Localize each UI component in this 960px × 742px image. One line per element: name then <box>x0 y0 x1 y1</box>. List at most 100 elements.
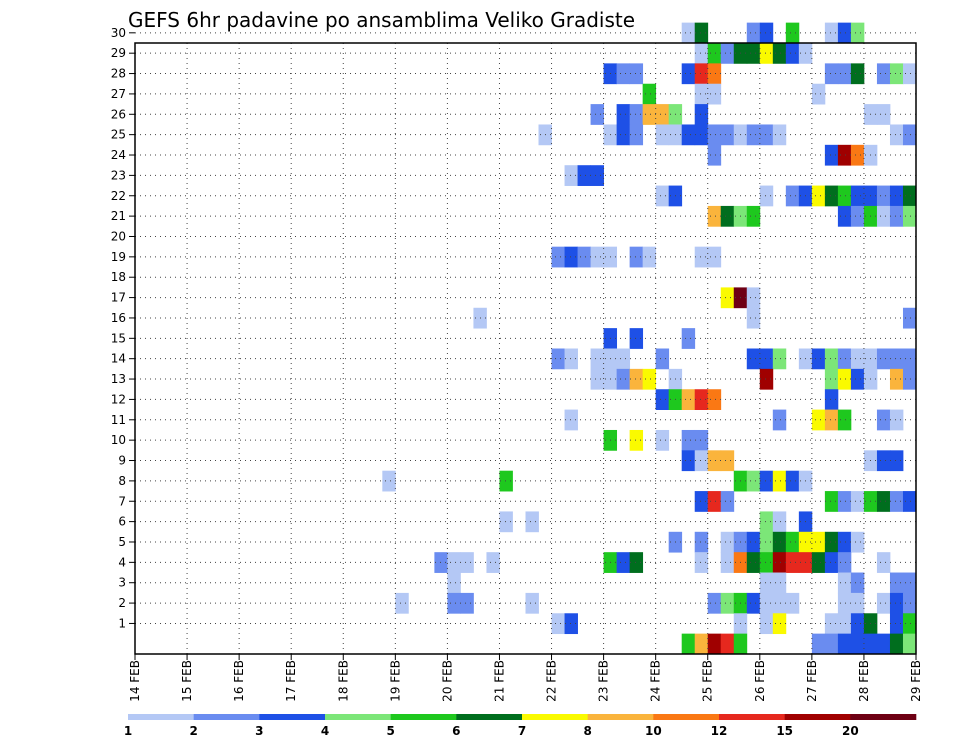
y-tick-label: 12 <box>111 392 126 406</box>
heatmap-cell-m28-t54 <box>837 63 852 85</box>
heatmap-cell-m22-t55 <box>850 185 865 207</box>
heatmap-cell-m14-t53 <box>824 348 839 370</box>
heatmap-cell-m30-t42 <box>681 22 696 44</box>
heatmap-cell-m2-t24 <box>447 592 461 614</box>
legend-label: 3 <box>255 724 263 738</box>
x-tick-label: 24 FEB <box>649 660 663 702</box>
x-tick-label: 20 FEB <box>440 660 454 702</box>
heatmap-cell-m24-t53 <box>824 144 839 166</box>
heatmap-cell-m4-t52 <box>811 552 826 573</box>
heatmap-cell-m13-t38 <box>629 368 644 390</box>
heatmap-cell-m29-t48 <box>759 43 774 64</box>
heatmap-cell-m28-t44 <box>707 63 722 85</box>
heatmap-cell-m27-t52 <box>811 83 826 105</box>
heatmap-cell-m8-t50 <box>785 470 800 492</box>
x-tick-label: 16 FEB <box>232 660 246 702</box>
heatmap-cell-m4-t48 <box>759 552 774 573</box>
heatmap-cell-m14-t40 <box>655 348 670 370</box>
heatmap-cell-m22-t40 <box>655 185 670 207</box>
heatmap-cell-m8-t49 <box>772 470 787 492</box>
heatmap-cell-m1-t33 <box>564 613 578 635</box>
heatmap-cell-m26-t35 <box>590 104 604 125</box>
legend-label: 8 <box>583 724 591 738</box>
legend-label: 6 <box>452 724 460 738</box>
y-tick-label: 8 <box>118 474 126 488</box>
heatmap-cell-m7-t57 <box>876 491 891 512</box>
x-tick-label: 18 FEB <box>336 660 350 702</box>
y-tick-label: 16 <box>111 311 126 325</box>
heatmap-cell-m1-t48 <box>759 613 774 635</box>
heatmap-cell-m14-t55 <box>850 348 865 370</box>
y-tick-label: 1 <box>118 616 126 630</box>
heatmap-cell-m0-t52 <box>811 633 826 655</box>
heatmap-cell-m21-t55 <box>850 205 865 227</box>
heatmap-cell-m14-t49 <box>772 348 787 370</box>
color-legend: 1 2 3 4 5 6 7 8 10 12 15 20 <box>124 714 917 738</box>
heatmap-cell-m11-t33 <box>564 409 578 431</box>
legend-label: 20 <box>842 724 859 738</box>
heatmap-cell-m1-t58 <box>889 613 904 635</box>
heatmap-cell-m13-t53 <box>824 368 839 390</box>
x-tick-label: 17 FEB <box>284 660 298 702</box>
y-tick-label: 22 <box>111 189 126 203</box>
heatmap-cell-m21-t58 <box>889 205 904 227</box>
heatmap-cell-m8-t47 <box>746 470 761 492</box>
heatmap-cell-m7-t53 <box>824 491 839 512</box>
grid-lines <box>135 32 916 654</box>
heatmap-cell-m4-t47 <box>746 552 761 573</box>
heatmap-cell-m27-t44 <box>707 83 722 105</box>
heatmap-cell-m28-t43 <box>694 63 709 85</box>
y-tick-label: 9 <box>118 454 126 468</box>
heatmap-cell-m2-t50 <box>785 592 800 614</box>
heatmap-cell-m26-t37 <box>616 104 631 125</box>
heatmap-cell-m9-t45 <box>720 450 735 472</box>
heatmap-cell-m11-t54 <box>837 409 852 431</box>
legend-label: 12 <box>711 724 728 738</box>
heatmap-cell-m25-t45 <box>720 124 735 146</box>
x-tick-label: 28 FEB <box>857 660 871 702</box>
heatmap-cell-m11-t58 <box>889 409 904 431</box>
legend-swatch <box>325 714 391 720</box>
heatmap-cell-m1-t53 <box>824 613 839 635</box>
y-tick-label: 23 <box>111 168 126 182</box>
heatmap-cell-m9-t57 <box>876 450 891 472</box>
heatmap-cell-m26-t43 <box>694 104 709 125</box>
heatmap-cell-m19-t39 <box>642 246 657 268</box>
legend-swatch <box>653 714 720 720</box>
heatmap-cell-m1-t49 <box>772 613 787 635</box>
heatmap-cell-m26-t39 <box>642 104 657 125</box>
heatmap-cell-m5-t54 <box>837 531 852 553</box>
heatmap-cell-m2-t59 <box>902 592 917 614</box>
heatmap-cell-m30-t48 <box>759 22 774 44</box>
heatmap-cell-m11-t57 <box>876 409 891 431</box>
heatmap-cell-m14-t57 <box>876 348 891 370</box>
heatmap-cell-m21-t57 <box>876 205 891 227</box>
heatmap-cell-m3-t58 <box>889 572 904 594</box>
y-tick-label: 20 <box>111 229 126 243</box>
heatmap-cell-m22-t48 <box>759 185 774 207</box>
heatmap-cell-m22-t59 <box>902 185 917 207</box>
heatmap-cell-m13-t59 <box>902 368 917 390</box>
heatmap-cell-m3-t48 <box>759 572 774 594</box>
heatmap-cell-m12-t40 <box>655 389 670 410</box>
heatmap-cell-m7-t54 <box>837 491 852 512</box>
heatmap-cell-m6-t48 <box>759 511 774 533</box>
heatmap-cell-m9-t42 <box>681 450 696 472</box>
legend-label: 15 <box>776 724 793 738</box>
legend-swatch <box>456 714 523 720</box>
heatmap-cell-m4-t23 <box>434 552 448 573</box>
legend-label: 1 <box>124 724 132 738</box>
heatmap-cell-m25-t37 <box>616 124 631 146</box>
heatmap-cell-m25-t58 <box>889 124 904 146</box>
heatmap-cell-m2-t47 <box>746 592 761 614</box>
heatmap-cell-m8-t19 <box>382 470 396 492</box>
heatmap-cell-m0-t45 <box>720 633 735 655</box>
heatmap-cell-m3-t24 <box>447 572 461 594</box>
heatmap-cell-m30-t47 <box>746 22 761 44</box>
heatmap-cell-m27-t39 <box>642 83 657 105</box>
heatmap-cell-m3-t59 <box>902 572 917 594</box>
heatmap-cell-m14-t37 <box>616 348 631 370</box>
heatmap-cell-m25-t38 <box>629 124 644 146</box>
y-tick-label: 24 <box>111 148 126 162</box>
heatmap-cell-m22-t54 <box>837 185 852 207</box>
